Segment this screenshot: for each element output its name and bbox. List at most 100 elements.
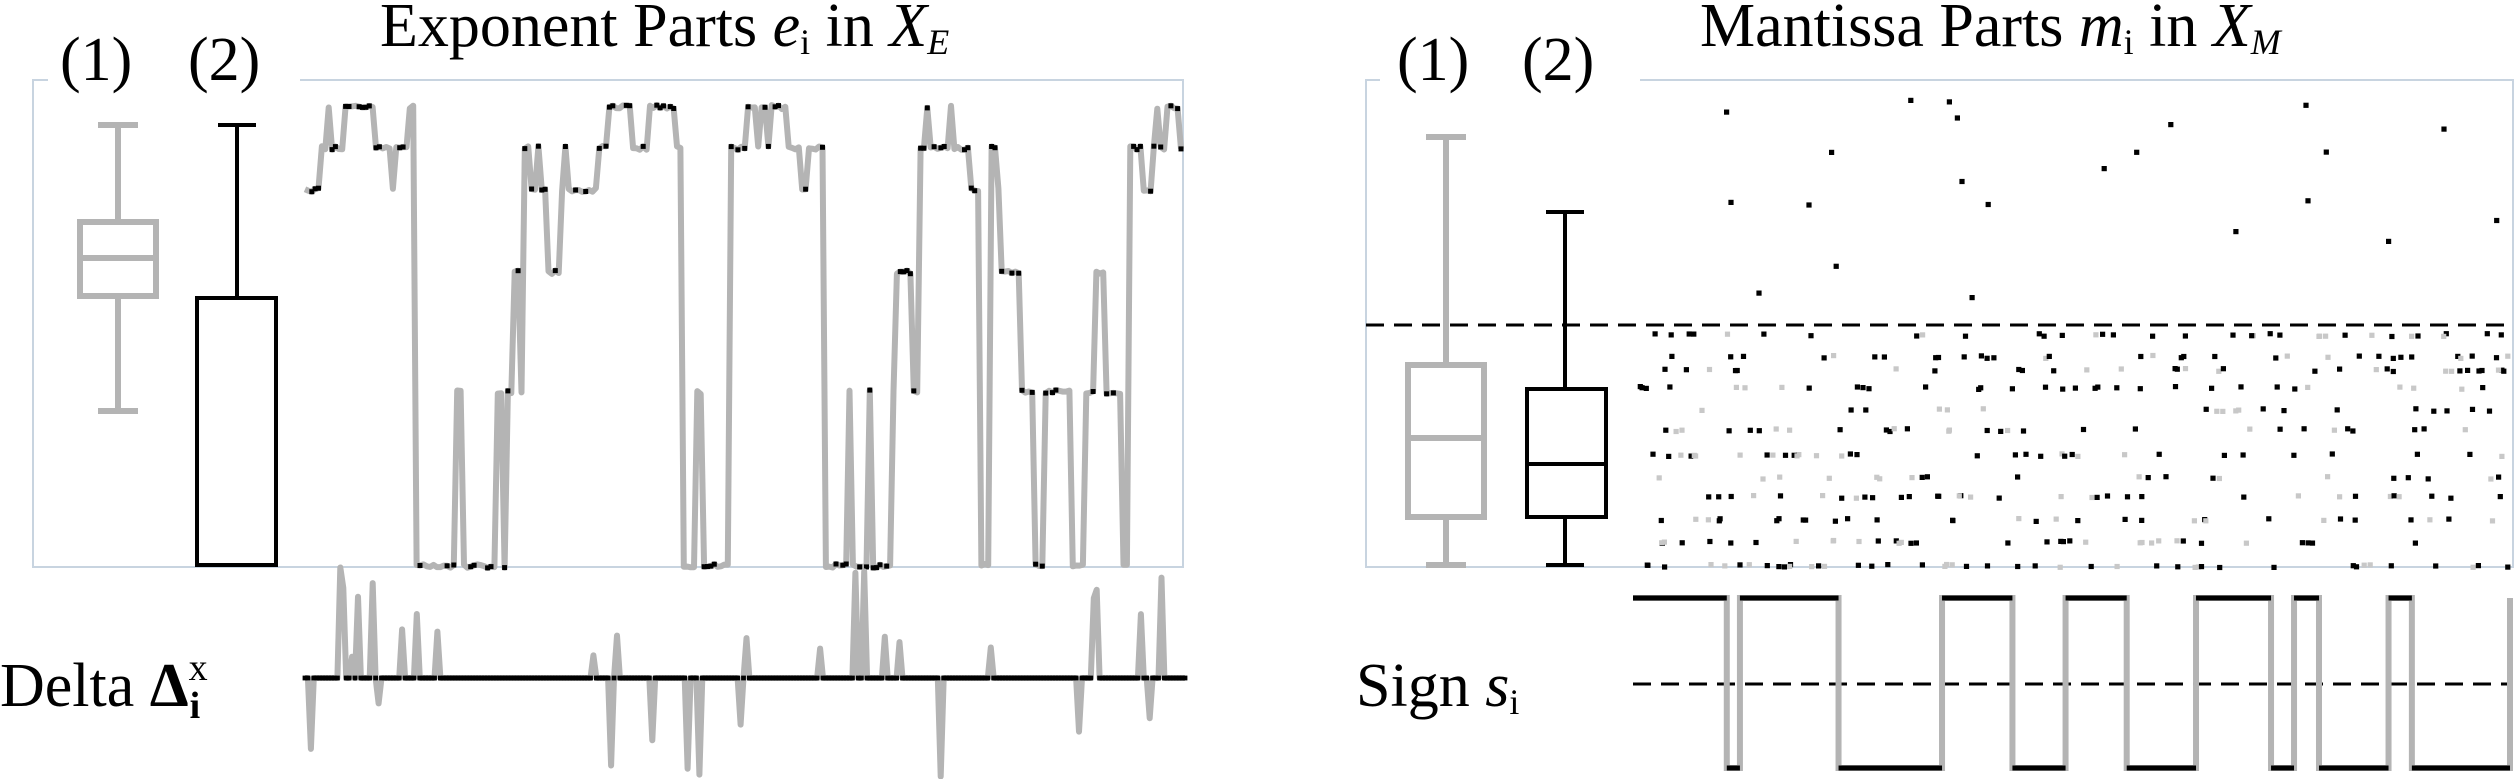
delta-point <box>1153 675 1158 681</box>
delta-point <box>1112 675 1117 681</box>
delta-point <box>632 675 637 681</box>
exponent-point <box>1029 389 1035 395</box>
mantissa-point <box>2094 494 2100 500</box>
delta-point <box>1109 675 1114 681</box>
mantissa-point <box>2390 368 2396 375</box>
mantissa-point <box>2353 564 2360 570</box>
mantissa-point <box>1933 355 1939 361</box>
delta-point <box>485 675 490 681</box>
sign-label: Sign si <box>1356 652 1519 722</box>
delta-point <box>779 675 785 681</box>
exponent-point <box>820 144 825 150</box>
mantissa-point <box>1833 263 1839 269</box>
exponent-frame <box>32 79 1184 568</box>
mantissa-point <box>2469 406 2476 412</box>
mantissa-title-mid: in <box>2134 0 2213 60</box>
delta-point <box>1164 675 1170 681</box>
exponent-point <box>502 565 508 571</box>
delta-point <box>1173 675 1179 681</box>
mantissa-point <box>1919 474 1925 480</box>
exponent-point <box>962 147 967 153</box>
exponent-point <box>539 187 545 193</box>
mantissa-point <box>2455 353 2461 359</box>
delta-point <box>588 675 593 681</box>
mantissa-point <box>2238 384 2244 390</box>
exponent-point <box>776 103 781 109</box>
mantissa-point <box>2095 384 2101 390</box>
mantissa-point <box>1724 109 1730 115</box>
delta-point <box>426 675 431 681</box>
delta-point <box>655 675 661 681</box>
delta-point <box>502 675 508 681</box>
mantissa-point <box>2284 353 2290 359</box>
delta-point <box>408 675 414 681</box>
mantissa-point <box>2412 540 2418 546</box>
delta-point <box>1132 675 1138 681</box>
mantissa-point <box>1809 564 1815 570</box>
exponent-point <box>708 563 714 569</box>
delta-point <box>673 675 679 681</box>
delta-point <box>1029 675 1035 681</box>
mantissa-point <box>2444 408 2450 414</box>
mantissa-point <box>2139 517 2145 523</box>
mantissa-point <box>1839 453 1845 459</box>
mantissa-point <box>2072 385 2078 391</box>
mantissa-point <box>2062 453 2068 459</box>
exponent-point <box>610 103 616 109</box>
delta-point <box>423 675 429 681</box>
delta-point <box>623 675 629 681</box>
delta-point <box>1103 675 1108 681</box>
delta-point <box>505 675 511 681</box>
mantissa-point <box>2038 453 2044 459</box>
delta-point <box>496 675 502 681</box>
delta-point <box>546 675 552 681</box>
mantissa-point <box>1658 517 1664 524</box>
exponent-point <box>1050 390 1055 396</box>
exponent-point <box>867 387 873 393</box>
mantissa-point <box>2249 333 2255 339</box>
mantissa-point <box>1661 539 1667 545</box>
mantissa-point <box>2409 354 2415 360</box>
mantissa-point <box>1679 427 1685 433</box>
delta-point <box>429 675 434 681</box>
mantissa-point <box>1733 384 1739 390</box>
mantissa-point <box>2230 332 2236 338</box>
delta-point <box>1162 675 1167 681</box>
exponent-title-set-sub: E <box>926 22 949 62</box>
exponent-point <box>833 561 839 567</box>
mantissa-point <box>1756 290 1762 296</box>
exponent-point <box>346 104 352 109</box>
delta-point <box>682 675 688 681</box>
exponent-point <box>989 144 995 149</box>
mantissa-point <box>2163 474 2169 480</box>
delta-point <box>317 675 323 681</box>
delta-point <box>994 675 999 681</box>
delta-point <box>702 675 708 681</box>
mantissa-point <box>2433 563 2439 569</box>
mantissa-point <box>2267 331 2273 337</box>
delta-point <box>1129 675 1135 681</box>
exponent-point <box>803 186 809 192</box>
mantissa-point <box>1877 476 1883 482</box>
delta-label-sub: i <box>190 685 201 727</box>
mantissa-point <box>2443 368 2449 374</box>
delta-point <box>961 675 967 681</box>
exponent-point <box>366 103 372 109</box>
mantissa-point <box>1662 564 1668 570</box>
mantissa-point <box>1829 149 1835 155</box>
mantissa-point <box>2220 408 2226 414</box>
mantissa-point <box>1984 563 1991 569</box>
delta-point <box>788 675 793 681</box>
delta-point <box>1073 675 1079 681</box>
mantissa-point <box>2409 333 2415 339</box>
mantissa-title-set-sub: M <box>2250 22 2283 62</box>
mantissa-point <box>2449 368 2455 374</box>
delta-point <box>723 675 729 681</box>
delta-point <box>1182 675 1188 681</box>
mantissa-point <box>1751 493 1757 499</box>
exponent-title-set: X <box>886 0 929 60</box>
mantissa-point <box>2441 126 2447 132</box>
delta-point <box>361 675 367 681</box>
mantissa-panel-title: Mantissa Parts mi in XM <box>1700 0 2283 62</box>
mantissa-point <box>1679 540 1685 546</box>
